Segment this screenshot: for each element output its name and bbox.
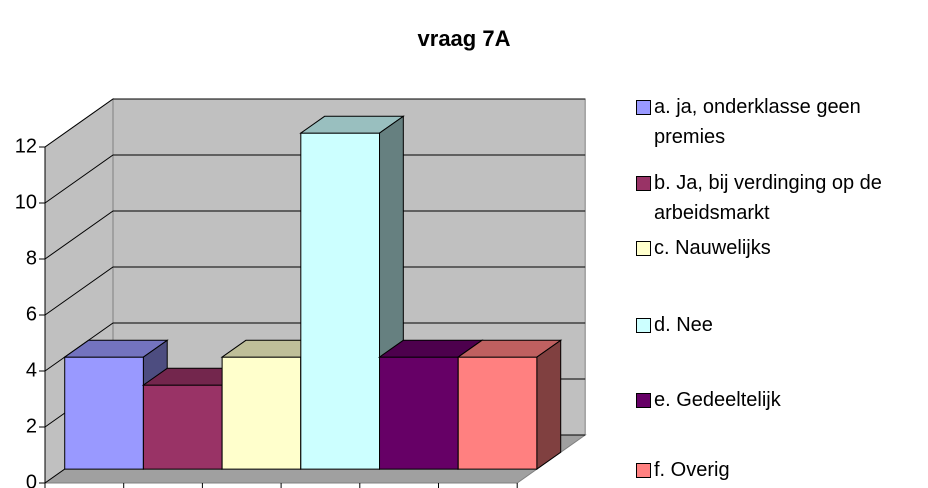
bar — [142, 384, 223, 470]
bar — [300, 132, 381, 470]
y-tick-label: 6 — [26, 303, 37, 325]
grid-line — [44, 266, 586, 316]
chart-title: vraag 7A — [418, 26, 511, 51]
legend-label: b. Ja, bij verdinging op de arbeidsmarkt — [654, 172, 882, 224]
bar — [379, 356, 459, 470]
legend-item: a. ja, onderklasse geen premies — [636, 92, 926, 152]
legend-item: b. Ja, bij verdinging op de arbeidsmarkt — [636, 168, 926, 228]
legend-swatch — [636, 318, 651, 333]
bar — [64, 356, 144, 470]
legend-item: f. Overig — [636, 455, 926, 485]
y-tick-label: 8 — [26, 247, 37, 269]
bar-side — [536, 339, 562, 471]
grid-line — [44, 98, 586, 148]
legend-item: d. Nee — [636, 310, 926, 340]
legend-swatch — [636, 100, 651, 115]
y-tick-label: 4 — [26, 359, 37, 381]
legend-label: e. Gedeeltelijk — [654, 389, 781, 411]
legend-swatch — [636, 393, 651, 408]
legend-label: a. ja, onderklasse geen premies — [654, 96, 861, 148]
legend-label: c. Nauwelijks — [654, 237, 771, 259]
y-tick-label: 0 — [26, 471, 37, 488]
bar — [457, 356, 538, 470]
y-tick-label: 12 — [15, 135, 37, 157]
bar — [221, 356, 302, 470]
y-tick-label: 10 — [15, 191, 37, 213]
grid-line — [44, 210, 586, 260]
legend-item: c. Nauwelijks — [636, 233, 926, 263]
legend-item: e. Gedeeltelijk — [636, 385, 926, 415]
legend-label: d. Nee — [654, 314, 713, 336]
y-tick-label: 2 — [26, 415, 37, 437]
legend-swatch — [636, 463, 651, 478]
grid-line — [44, 154, 586, 204]
legend-swatch — [636, 176, 651, 191]
legend-swatch — [636, 241, 651, 256]
legend-label: f. Overig — [654, 459, 730, 481]
